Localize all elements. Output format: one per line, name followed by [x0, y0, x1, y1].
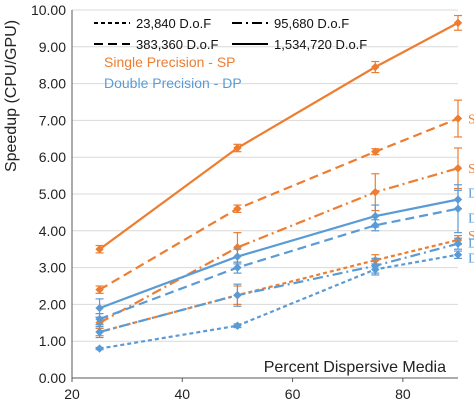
- series-line: [99, 253, 459, 350]
- x-axis-title: Percent Dispersive Media: [264, 359, 446, 376]
- data-point-marker: [233, 252, 242, 261]
- data-point-marker: [95, 344, 104, 353]
- end-labels: SPSPSPDPDPDPDP: [468, 113, 474, 267]
- precision-note: Double Precision - DP: [104, 75, 242, 91]
- data-point-marker: [95, 327, 104, 337]
- y-tick-label: 10.00: [31, 2, 66, 18]
- data-point-marker: [371, 211, 380, 221]
- grid-lines: [72, 9, 458, 379]
- data-point-marker: [453, 250, 463, 259]
- series-dp-short: [95, 250, 463, 353]
- data-point-marker: [453, 204, 463, 213]
- data-point-marker: [95, 314, 104, 324]
- y-axis-title: Speedup (CPU/GPU): [3, 20, 20, 172]
- data-point-marker: [233, 291, 242, 300]
- data-point-marker: [453, 164, 463, 173]
- data-point-marker: [371, 147, 380, 156]
- series-line: [99, 117, 459, 291]
- x-tick-label: 60: [285, 386, 301, 402]
- legend: 23,840 D.o.F 95,680 D.o.F 383,360 D.o.F 1,5…: [94, 16, 367, 91]
- precision-note: Single Precision - SP: [104, 54, 236, 70]
- series-end-label: SP: [468, 113, 474, 128]
- data-point-marker: [371, 221, 380, 230]
- series-end-label: DP: [468, 187, 474, 202]
- legend-entry-label: 1,534,720 D.o.F: [274, 37, 367, 52]
- series-line: [99, 198, 459, 310]
- x-tick-label: 20: [64, 386, 80, 402]
- y-tick-label: 6.00: [39, 149, 66, 165]
- y-tick-label: 5.00: [39, 186, 66, 202]
- series-end-label: DP: [468, 212, 474, 227]
- data-point-marker: [453, 18, 463, 28]
- data-point-marker: [233, 263, 242, 272]
- series-end-label: SP: [468, 162, 474, 177]
- y-tick-label: 8.00: [39, 76, 66, 92]
- data-point-marker: [233, 143, 242, 153]
- data-point-marker: [95, 245, 104, 254]
- data-point-marker: [95, 285, 104, 294]
- data-point-marker: [371, 265, 380, 274]
- data-point-marker: [371, 187, 380, 197]
- series-end-label: DP: [468, 237, 474, 252]
- x-tick-label: 80: [395, 386, 411, 402]
- data-point-marker: [371, 62, 380, 72]
- series-line: [99, 238, 459, 334]
- y-tick-label: 7.00: [39, 112, 66, 128]
- x-tick-label: 40: [174, 386, 190, 402]
- series-sp-long: [95, 99, 463, 294]
- y-tick-label: 1.00: [39, 333, 66, 349]
- series-end-label: SP: [468, 229, 474, 244]
- y-tick-label: 3.00: [39, 260, 66, 276]
- series-line: [99, 242, 459, 334]
- legend-entry-label: 383,360 D.o.F: [136, 37, 218, 52]
- series-layer: [95, 14, 463, 353]
- data-point-marker: [233, 204, 242, 213]
- data-point-marker: [95, 303, 104, 313]
- series-line: [99, 207, 459, 321]
- y-tick-label: 9.00: [39, 39, 66, 55]
- y-tick-label: 2.00: [39, 296, 66, 312]
- data-point-marker: [453, 239, 463, 248]
- axes: 0.00 1.00 2.00 3.00 4.00 5.00 6.00 7.00 8.00 9.00…: [31, 2, 458, 402]
- series-sp-solid: [95, 14, 463, 254]
- legend-entry-label: 23,840 D.o.F: [136, 16, 211, 31]
- legend-entry-label: 95,680 D.o.F: [274, 16, 349, 31]
- series-line: [98, 21, 459, 251]
- y-tick-label: 0.00: [39, 370, 66, 386]
- data-point-marker: [233, 321, 242, 330]
- y-tick-label: 4.00: [39, 223, 66, 239]
- series-end-label: DP: [468, 252, 474, 267]
- data-point-marker: [453, 114, 463, 123]
- series-dp-long: [95, 184, 463, 326]
- series-line: [99, 167, 459, 324]
